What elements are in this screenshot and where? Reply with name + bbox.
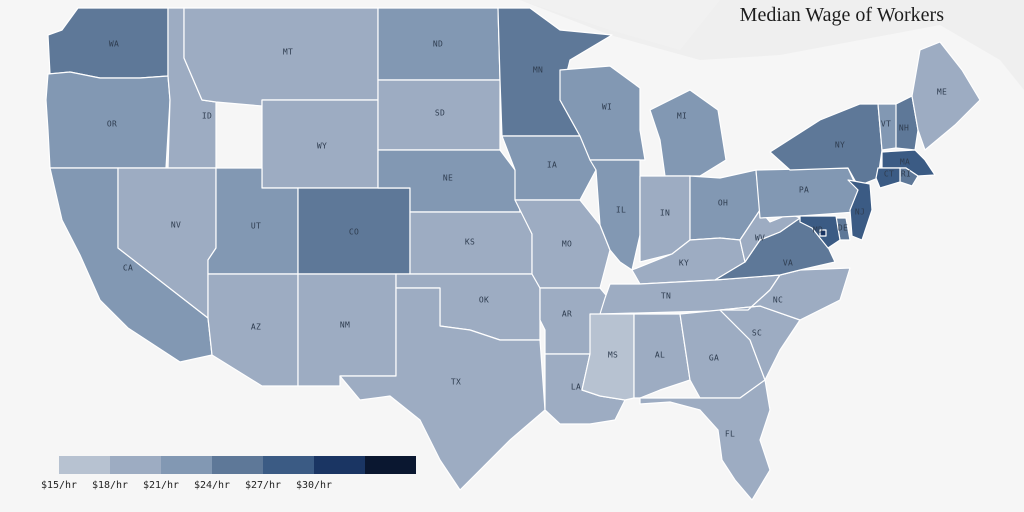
state-label-sc: SC xyxy=(752,329,762,338)
state-label-nm: NM xyxy=(340,321,350,330)
state-label-id: ID xyxy=(202,112,212,121)
state-label-wa: WA xyxy=(109,40,119,49)
state-label-mi: MI xyxy=(677,112,687,121)
state-label-ia: IA xyxy=(547,161,557,170)
state-label-mt: MT xyxy=(283,48,293,57)
state-ny[interactable] xyxy=(769,103,883,187)
states-layer xyxy=(45,7,981,501)
legend-label-2: $21/hr xyxy=(142,480,180,491)
state-label-al: AL xyxy=(655,351,665,360)
state-label-il: IL xyxy=(616,206,626,215)
legend-swatch-4 xyxy=(263,456,314,474)
state-label-pa: PA xyxy=(799,186,809,195)
state-labels-layer: WA OR CA ID NV MT WY UT AZ CO NM ND SD NE KS OK TX MN IA MO… xyxy=(107,40,947,439)
state-label-mn: MN xyxy=(533,66,543,75)
state-label-az: AZ xyxy=(251,323,261,332)
state-label-ca: CA xyxy=(123,264,133,273)
state-fl[interactable] xyxy=(639,379,771,501)
legend: $15/hr $18/hr $21/hr $24/hr $27/hr $30/hr xyxy=(41,456,419,496)
state-label-nv: NV xyxy=(171,221,181,230)
state-label-ar: AR xyxy=(562,310,572,319)
state-me[interactable] xyxy=(911,41,981,151)
legend-label-4: $27/hr xyxy=(244,480,282,491)
state-wi[interactable] xyxy=(559,65,646,161)
state-label-me: ME xyxy=(937,88,947,97)
legend-swatch-3 xyxy=(212,456,263,474)
state-label-tx: TX xyxy=(451,378,461,387)
map-title: Median Wage of Workers xyxy=(739,4,944,26)
state-label-de: DE xyxy=(838,224,848,233)
state-label-nc: NC xyxy=(773,296,783,305)
legend-swatch-0 xyxy=(59,456,110,474)
state-ct[interactable] xyxy=(875,167,901,189)
state-nh[interactable] xyxy=(895,95,919,151)
state-label-va: VA xyxy=(783,259,793,268)
state-label-ky: KY xyxy=(679,259,689,268)
legend-label-3: $24/hr xyxy=(193,480,231,491)
state-label-nj: NJ xyxy=(855,208,865,217)
state-label-or: OR xyxy=(107,120,117,129)
state-label-nd: ND xyxy=(433,40,443,49)
legend-swatch-2 xyxy=(161,456,212,474)
state-label-la: LA xyxy=(571,383,581,392)
state-dc[interactable] xyxy=(819,229,827,237)
state-label-fl: FL xyxy=(725,430,735,439)
state-label-wv: WV xyxy=(755,234,765,243)
legend-label-1: $18/hr xyxy=(91,480,129,491)
state-nm[interactable] xyxy=(297,273,397,387)
state-nj[interactable] xyxy=(847,179,873,241)
legend-swatch-6 xyxy=(365,456,416,474)
state-label-wy: WY xyxy=(317,142,327,151)
legend-swatch-5 xyxy=(314,456,365,474)
state-label-oh: OH xyxy=(718,199,728,208)
state-nc[interactable] xyxy=(719,267,851,321)
state-label-ks: KS xyxy=(465,238,475,247)
legend-swatch-1 xyxy=(110,456,161,474)
state-label-co: CO xyxy=(349,228,359,237)
state-label-md: MD xyxy=(813,226,823,235)
state-label-wi: WI xyxy=(602,103,612,112)
state-label-in: IN xyxy=(660,209,670,218)
legend-labels: $15/hr $18/hr $21/hr $24/hr $27/hr $30/hr xyxy=(41,480,419,496)
state-mi[interactable] xyxy=(649,89,727,177)
state-label-vt: VT xyxy=(881,120,891,129)
legend-label-5: $30/hr xyxy=(295,480,333,491)
state-mt[interactable] xyxy=(183,7,379,107)
state-label-ms: MS xyxy=(608,351,618,360)
state-label-ri: RI xyxy=(901,170,911,179)
legend-label-0: $15/hr xyxy=(40,480,78,491)
state-label-ok: OK xyxy=(479,296,489,305)
state-label-ny: NY xyxy=(835,141,845,150)
state-label-mo: MO xyxy=(562,240,572,249)
state-label-nh: NH xyxy=(899,124,909,133)
state-label-ne: NE xyxy=(443,174,453,183)
state-label-ut: UT xyxy=(251,222,261,231)
state-label-tn: TN xyxy=(661,292,671,301)
legend-color-bar xyxy=(59,456,419,474)
state-label-ga: GA xyxy=(709,354,719,363)
state-label-sd: SD xyxy=(435,109,445,118)
state-label-ma: MA xyxy=(900,158,910,167)
state-label-ct: CT xyxy=(884,170,894,179)
